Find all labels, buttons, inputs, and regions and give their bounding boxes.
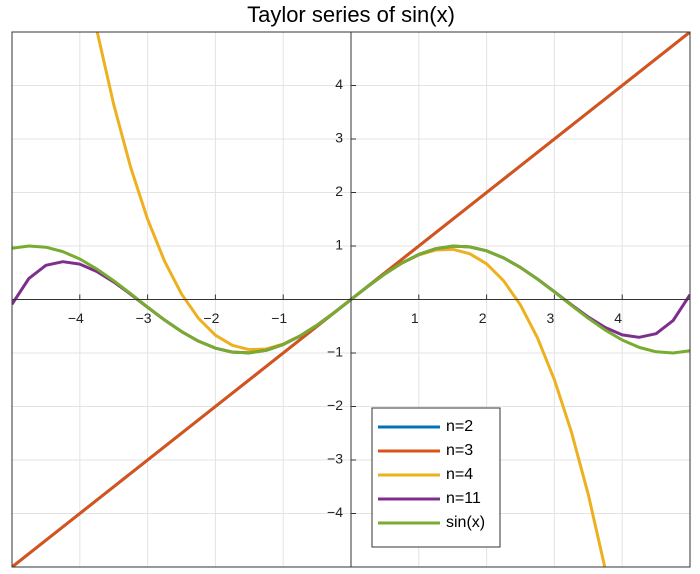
y-tick-label: −1 <box>327 344 343 360</box>
legend-label: n=3 <box>446 442 473 459</box>
x-tick-label: 2 <box>479 310 487 326</box>
legend-label: sin(x) <box>446 514 485 531</box>
legend-label: n=2 <box>446 418 473 435</box>
y-tick-label: −2 <box>327 397 343 413</box>
x-tick-label: −1 <box>271 310 287 326</box>
legend-label: n=11 <box>446 490 481 507</box>
axes: −4 −3 −2 −1 1 2 3 4 −4 −3 −2 −1 1 2 3 4 <box>11 31 691 568</box>
x-tick-label: 3 <box>547 310 555 326</box>
y-tick-label: −3 <box>327 451 343 467</box>
y-tick-label: −4 <box>327 504 343 520</box>
x-tick-label: −4 <box>68 310 84 326</box>
x-tick-label: 1 <box>411 310 419 326</box>
y-tick-label: 2 <box>335 183 343 199</box>
legend: n=2 n=3 n=4 n=11 sin(x) <box>371 407 501 548</box>
legend-label: n=4 <box>446 466 473 483</box>
y-tick-label: 3 <box>335 130 343 146</box>
y-tick-label: 1 <box>335 237 343 253</box>
x-tick-label: −2 <box>203 310 219 326</box>
chart-title: Taylor series of sin(x) <box>247 2 455 27</box>
x-tick-label: −3 <box>136 310 152 326</box>
y-tick-label: 4 <box>335 76 343 92</box>
x-tick-label: 4 <box>614 310 622 326</box>
